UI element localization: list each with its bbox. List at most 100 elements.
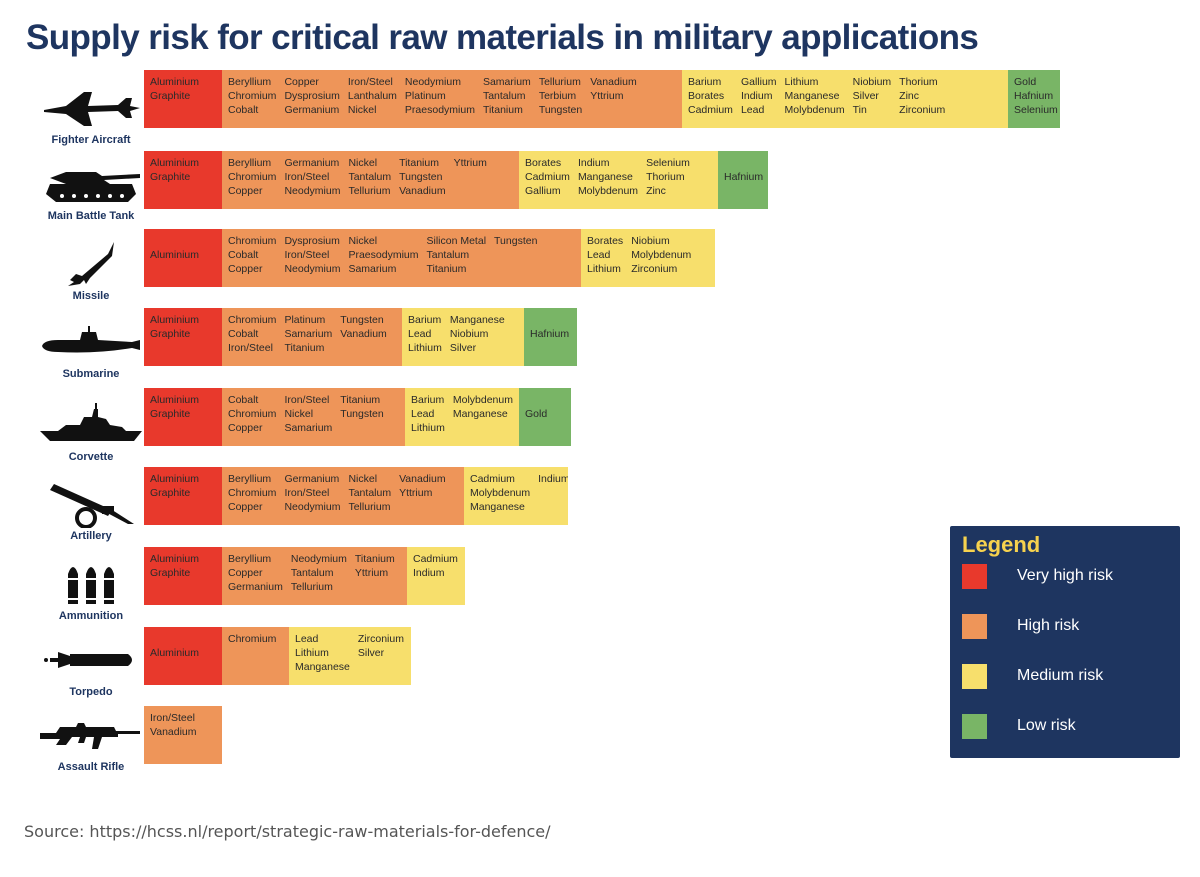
legend-item-medium: Medium risk [962, 664, 1172, 690]
material-label: Niobium [631, 235, 670, 247]
material-label: Indium [740, 89, 773, 102]
platform-label: Missile [72, 290, 110, 302]
legend-item-high: High risk [962, 614, 1172, 640]
risk-segment-high: Beryllium Chromium Copper Germanium Iron/Ste… [222, 467, 464, 525]
material-label: Iron/Steel [284, 248, 330, 261]
material-label: Aluminium [150, 473, 200, 485]
material-label: Chromium [228, 407, 277, 420]
material-label: Tungsten [340, 407, 384, 420]
material-label: Tungsten [494, 235, 538, 247]
material-label: Neodymium [290, 553, 347, 565]
material-column: Borates Cadmium Gallium [525, 157, 570, 198]
risk-segment-medium: Borates Lead Lithium Niobium Molybdenum Zirco… [581, 229, 715, 287]
material-label: Lead [295, 633, 319, 645]
material-column: Aluminium Graphite [150, 553, 199, 581]
risk-segment-medium: Borates Cadmium Gallium Indium Manganese Moly… [519, 151, 718, 209]
material-label: Molybdenum [784, 103, 845, 116]
material-column: Germanium Iron/Steel Neodymium [284, 473, 340, 514]
material-label: Zinc [899, 89, 920, 102]
material-label: Molybdenum [470, 486, 531, 499]
material-column: Tungsten Vanadium [340, 314, 387, 342]
platform-row: Main Battle Tank Aluminium Graphite Berylli… [0, 151, 1200, 222]
material-label: Manganese [470, 500, 525, 513]
legend-label-very-high: Very high risk [1017, 567, 1114, 584]
material-label: Graphite [150, 566, 191, 579]
risk-segment-very-high: Aluminium Graphite [144, 151, 222, 209]
material-label: Indium [538, 473, 568, 485]
material-label: Tellurium [290, 580, 333, 593]
material-label: Titanium [340, 394, 381, 406]
material-label: Tantalum [348, 170, 392, 183]
material-label: Beryllium [228, 76, 272, 88]
material-label: Manganese [577, 170, 633, 183]
material-label: Aluminium [150, 394, 200, 406]
material-label: Cadmium [470, 473, 515, 485]
material-label: Aluminium [150, 249, 200, 262]
material-column: Aluminium [150, 647, 199, 661]
material-label: Terbium [538, 89, 577, 102]
legend-item-very-high: Very high risk [962, 564, 1172, 590]
material-label: Tantalum [348, 486, 392, 499]
material-label: Graphite [150, 327, 191, 340]
material-label: Lead [740, 103, 765, 116]
material-label: Zirconium [357, 633, 404, 645]
risk-segment-very-high: Aluminium Graphite [144, 308, 222, 366]
platform-label: Main Battle Tank [47, 210, 135, 222]
risk-segment-low: Gold Hafnium Selenium [1008, 70, 1060, 128]
material-label: Copper [228, 500, 263, 513]
material-label: Borates [525, 157, 562, 169]
material-label: Lithium [587, 262, 621, 275]
material-column: Tellurium Terbium Tungsten [539, 76, 582, 117]
material-label: Silicon Metal [426, 235, 487, 247]
material-label: Lead [411, 407, 435, 420]
material-label: Chromium [228, 89, 277, 102]
risk-segment-high: Chromium Cobalt Copper Dysprosium Iron/Steel… [222, 229, 581, 287]
material-label: Cobalt [228, 103, 259, 116]
material-label: Indium [413, 566, 445, 579]
material-column: Vanadium Yttrium [399, 473, 446, 501]
platform-icon-cell [26, 76, 156, 136]
risk-segment-high: Beryllium Chromium Copper Germanium Iron/Ste… [222, 151, 519, 209]
material-label: Titanium [354, 553, 395, 565]
material-column: Dysprosium Iron/Steel Neodymium [284, 235, 340, 276]
material-label: Tantalum [426, 248, 470, 261]
material-label: Lead [408, 327, 432, 340]
legend: Legend Very high risk High risk Medium r… [950, 526, 1180, 758]
material-label: Gold [1014, 76, 1037, 89]
material-label: Borates [587, 235, 624, 247]
material-label: Germanium [284, 157, 340, 169]
material-column: Lead Lithium Manganese [295, 633, 350, 674]
platform-row: Assault Rifle Iron/Steel Vanadium [0, 706, 1200, 773]
risk-segment-medium: Barium Borates Cadmium Gallium Indium Lead Lit… [682, 70, 1008, 128]
material-label: Zirconium [631, 262, 678, 275]
material-column: Aluminium Graphite [150, 157, 199, 185]
material-column: Molybdenum Manganese [453, 394, 513, 422]
material-column: Silicon Metal Tantalum Titanium [427, 235, 487, 276]
material-column: Cadmium Molybdenum Manganese [470, 473, 530, 514]
material-label: Selenium [646, 157, 690, 169]
material-label: Neodymium [284, 262, 341, 275]
material-label: Manganese [784, 89, 840, 102]
material-column: Selenium Thorium Zinc [646, 157, 690, 198]
material-label: Silver [357, 646, 385, 659]
material-label: Silver [852, 89, 879, 102]
material-label: Nickel [347, 103, 377, 116]
material-label: Lithium [784, 76, 819, 88]
platform-row: Fighter Aircraft Aluminium Graphite Berylli… [0, 70, 1200, 146]
material-label: Tin [852, 103, 867, 116]
material-label: Vanadium [150, 725, 197, 738]
material-label: Chromium [228, 486, 277, 499]
material-label: Niobium [449, 327, 489, 340]
material-label: Samarium [348, 262, 397, 275]
material-label: Thorium [646, 170, 685, 183]
material-label: Graphite [150, 407, 191, 420]
risk-segment-very-high: Aluminium Graphite [144, 70, 222, 128]
material-label: Yttrium [453, 157, 487, 169]
material-column: Beryllium Chromium Cobalt [228, 76, 276, 117]
material-label: Yttrium [354, 566, 389, 579]
risk-segment-medium: Barium Lead Lithium Molybdenum Manganese [405, 388, 519, 446]
platform-label: Corvette [68, 451, 114, 463]
material-label: Iron/Steel [284, 170, 330, 183]
material-label: Germanium [228, 580, 283, 593]
material-label: Titanium [426, 262, 467, 275]
